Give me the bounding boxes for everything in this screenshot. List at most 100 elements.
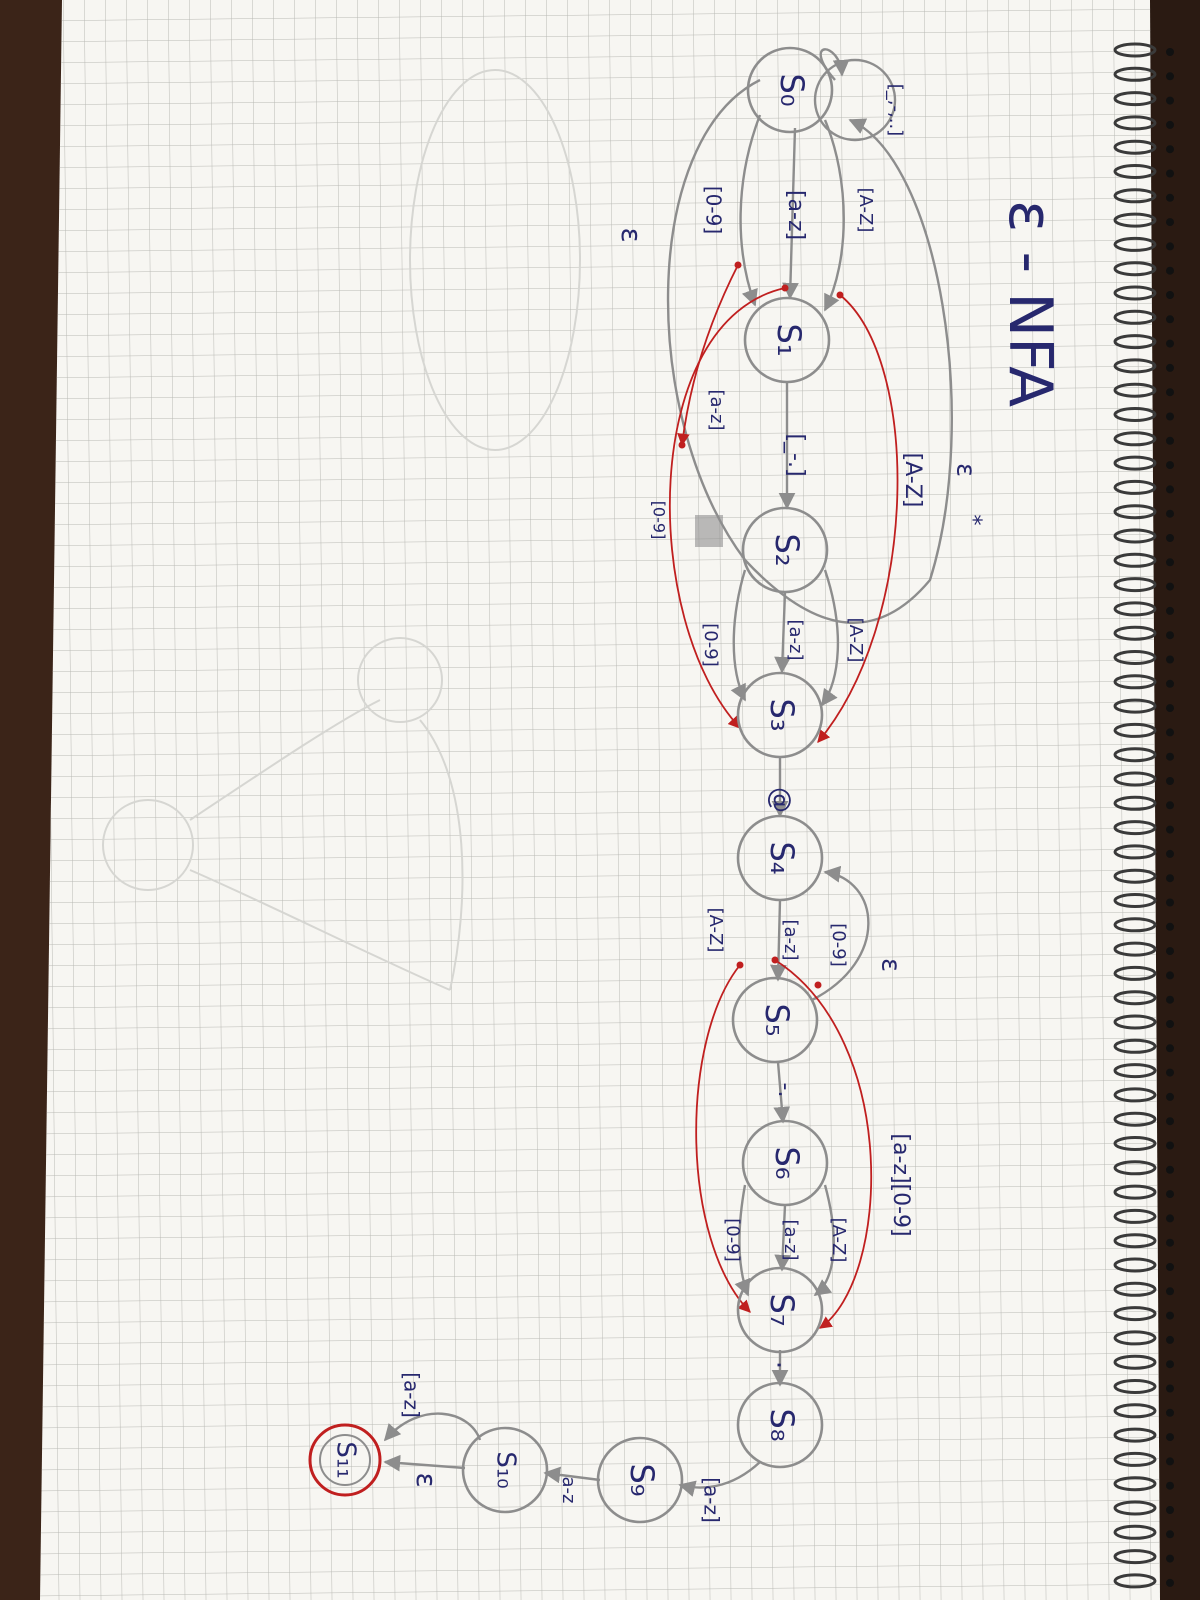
punch-hole	[1166, 266, 1174, 275]
spiral-ring	[1113, 212, 1157, 228]
punch-hole	[1166, 971, 1174, 980]
diagram-title: ε - NFA	[995, 200, 1065, 407]
edge-label: [a-z][0-9]	[888, 1133, 913, 1236]
punch-hole	[1166, 1287, 1174, 1296]
spiral-ring	[1113, 868, 1157, 884]
edge-label: [0-9]	[722, 1218, 743, 1261]
punch-hole	[1166, 534, 1174, 542]
spiral-ring	[1113, 1573, 1157, 1589]
spiral-ring	[1113, 261, 1157, 277]
spiral-ring	[1113, 674, 1157, 690]
s0-loop-circle	[813, 58, 897, 142]
red-arrow-upper	[817, 294, 899, 743]
spiral-ring	[1113, 1330, 1157, 1346]
spiral-ring	[1113, 820, 1157, 836]
spiral-ring	[1113, 164, 1157, 179]
arrow-s10-s11-epsilon	[383, 1454, 466, 1472]
arrow-s4-s5-lower	[769, 899, 787, 982]
state-circle-s3	[736, 671, 824, 759]
punch-hole	[1166, 363, 1174, 372]
punch-hole	[1166, 1044, 1174, 1053]
spiral-ring	[1113, 1111, 1157, 1127]
accept-ring-s11	[319, 1434, 371, 1486]
punch-hole	[1166, 436, 1174, 445]
spiral-ring	[1113, 1063, 1157, 1079]
state-circle-s10	[461, 1426, 549, 1514]
spiral-ring	[1113, 1354, 1157, 1370]
punch-hole	[1166, 48, 1174, 56]
state-label-s2: S₂	[768, 533, 806, 566]
state-label-s6: S₆	[768, 1146, 806, 1179]
punch-hole	[1166, 874, 1174, 883]
punch-hole	[1166, 777, 1174, 785]
punch-hole	[1166, 1530, 1174, 1539]
edge-label: [a-z]	[700, 1477, 724, 1523]
state-circle-s11	[308, 1423, 382, 1497]
punch-hole	[1166, 558, 1174, 567]
spiral-ring	[1113, 1500, 1157, 1516]
edge-label: [a-z]	[785, 619, 806, 660]
spiral-ring	[1113, 917, 1157, 933]
spiral-ring	[1113, 285, 1157, 301]
spiral-ring	[1113, 577, 1157, 593]
spiral-ring	[1113, 1208, 1157, 1224]
red-dot	[836, 291, 844, 299]
state-circle-s7	[736, 1266, 824, 1354]
red-dot	[678, 441, 686, 449]
spiral-ring	[1113, 625, 1157, 641]
spiral-ring	[1113, 334, 1157, 350]
red-arrow-lower	[669, 287, 786, 729]
spiral-ring	[1113, 747, 1157, 763]
punch-hole	[1166, 1335, 1174, 1344]
state-label-s9: S₉	[623, 1463, 661, 1496]
state-circle-s0	[746, 46, 834, 134]
arrow-s6-s7-lower	[774, 1204, 792, 1272]
edge-label: ε	[876, 958, 906, 972]
punch-hole	[1166, 849, 1174, 858]
punch-hole	[1166, 898, 1174, 907]
spiral-ring	[1113, 1306, 1157, 1322]
edge-label: [a-z]	[706, 389, 727, 430]
edge-label: [A-Z]	[828, 1218, 849, 1263]
spiral-ring	[1113, 795, 1157, 811]
punch-hole	[1166, 1408, 1174, 1417]
punch-hole	[1166, 801, 1174, 810]
edge-label: [0-9]	[700, 623, 721, 666]
state-label-s5: S₅	[758, 1003, 796, 1036]
punch-hole	[1166, 582, 1174, 591]
edge-label: *	[960, 515, 985, 526]
punch-hole	[1166, 995, 1174, 1004]
punch-hole	[1166, 1190, 1174, 1199]
punch-hole	[1166, 1360, 1174, 1369]
red-dot	[734, 261, 742, 269]
spiral-ring	[1113, 1038, 1157, 1054]
punch-hole	[1166, 193, 1174, 202]
arrow-s5-s6-dot	[773, 1061, 791, 1124]
spiral-ring	[1113, 1160, 1157, 1176]
edge-label: ε	[410, 1472, 443, 1487]
spiral-ring	[1113, 893, 1157, 908]
spiral-ring	[1113, 309, 1157, 325]
spiral-ring	[1113, 407, 1157, 422]
spiral-ring	[1113, 358, 1157, 374]
state-circle-s2	[741, 506, 829, 594]
red-dot	[781, 284, 789, 292]
spiral-ring	[1113, 722, 1157, 738]
punch-hole	[1166, 169, 1174, 178]
edge-label: ε	[615, 227, 648, 242]
spiral-ring	[1113, 1379, 1157, 1394]
edge-label: -.	[773, 1083, 798, 1098]
spiral-ring	[1113, 1233, 1157, 1249]
edge-label: [A-Z]	[845, 618, 866, 663]
punch-hole	[1166, 1214, 1174, 1223]
spiral-ring	[1113, 382, 1157, 398]
spiral-ring	[1113, 528, 1157, 544]
punch-hole	[1166, 315, 1174, 324]
punch-hole	[1166, 1578, 1174, 1587]
edge-label: .	[771, 1361, 801, 1369]
punch-hole	[1166, 1457, 1174, 1466]
punch-hole	[1166, 1506, 1174, 1514]
state-label-s10: S₁₀	[491, 1451, 521, 1488]
edge-label: [_,-,..]	[885, 84, 906, 136]
spiral-ring	[1113, 1184, 1157, 1200]
